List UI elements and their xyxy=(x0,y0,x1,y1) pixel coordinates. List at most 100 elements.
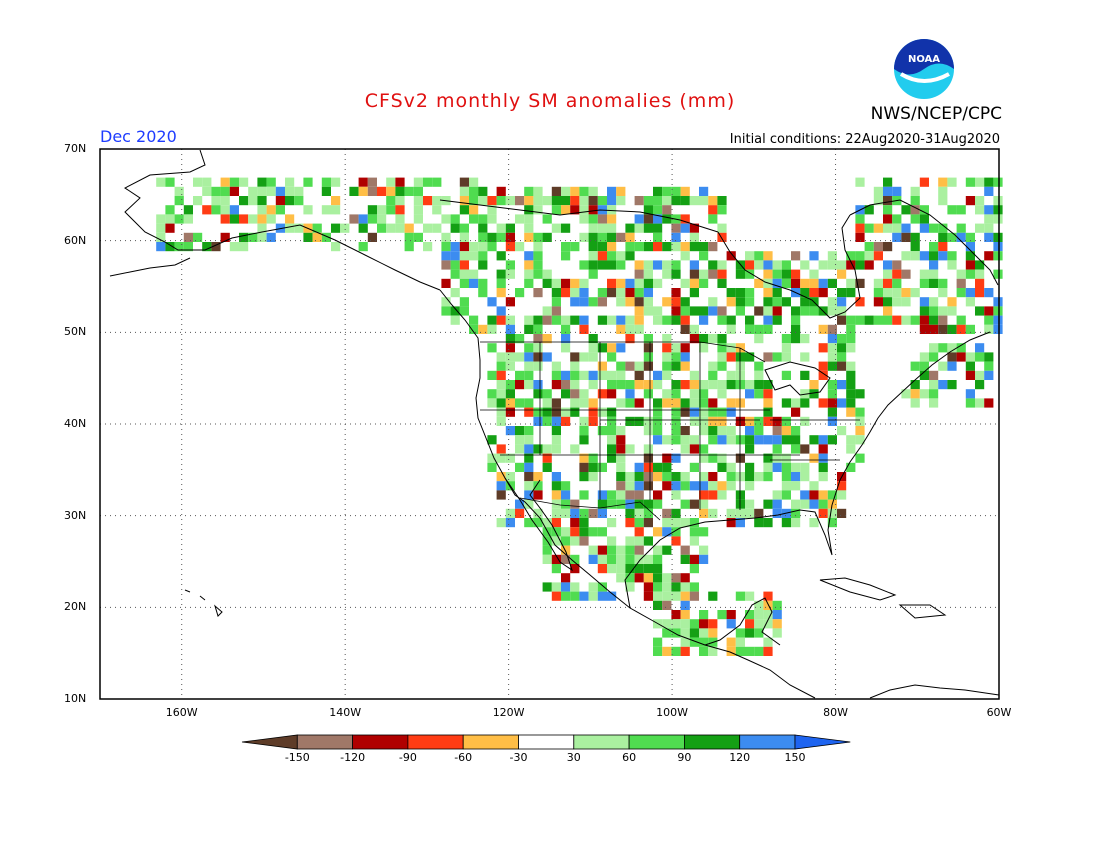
anomaly-cell xyxy=(763,352,773,362)
anomaly-cell xyxy=(717,610,727,620)
anomaly-cell xyxy=(607,205,617,215)
anomaly-cell xyxy=(708,490,718,500)
anomaly-cell xyxy=(699,416,709,426)
colorbar-tick-label: 120 xyxy=(729,751,751,764)
anomaly-cell xyxy=(533,269,543,279)
anomaly-cell xyxy=(800,416,810,426)
anomaly-cell xyxy=(570,554,580,564)
anomaly-cell xyxy=(561,315,571,325)
colorbar-tick-label: -60 xyxy=(454,751,473,764)
anomaly-cell xyxy=(551,472,561,482)
anomaly-cell xyxy=(404,232,414,242)
anomaly-cell xyxy=(662,186,672,196)
anomaly-cell xyxy=(202,177,212,187)
anomaly-cell xyxy=(735,288,745,298)
anomaly-cell xyxy=(625,324,635,334)
anomaly-cell xyxy=(662,573,672,583)
anomaly-cell xyxy=(689,324,699,334)
anomaly-cell xyxy=(745,481,755,491)
anomaly-cell xyxy=(671,242,681,252)
anomaly-cell xyxy=(625,573,635,583)
anomaly-cell xyxy=(616,499,626,509)
hudson-bay xyxy=(717,214,861,319)
anomaly-cell xyxy=(607,352,617,362)
anomaly-cell xyxy=(285,177,295,187)
anomaly-cell xyxy=(901,232,911,242)
anomaly-cell xyxy=(643,223,653,233)
anomaly-cell xyxy=(616,186,626,196)
anomaly-cell xyxy=(643,536,653,546)
anomaly-cell xyxy=(505,389,515,399)
anomaly-cell xyxy=(662,343,672,353)
anomaly-cell xyxy=(193,196,203,206)
anomaly-cell xyxy=(515,370,525,380)
anomaly-cell xyxy=(883,214,893,224)
anomaly-cell xyxy=(423,223,433,233)
south-america-coast xyxy=(869,684,1000,699)
anomaly-cell xyxy=(800,490,810,500)
anomaly-cell xyxy=(827,518,837,528)
anomaly-cell xyxy=(607,242,617,252)
anomaly-cell xyxy=(662,453,672,463)
anomaly-cell xyxy=(542,545,552,555)
anomaly-cell xyxy=(551,426,561,436)
anomaly-cell xyxy=(892,232,902,242)
baja-coast xyxy=(504,477,573,572)
anomaly-cell xyxy=(542,232,552,242)
anomaly-cell xyxy=(671,186,681,196)
anomaly-cell xyxy=(625,297,635,307)
anomaly-cell xyxy=(524,269,534,279)
anomaly-cell xyxy=(367,232,377,242)
anomaly-cell xyxy=(818,508,828,518)
anomaly-cell xyxy=(883,269,893,279)
anomaly-cell xyxy=(754,389,764,399)
anomaly-cell xyxy=(708,453,718,463)
anomaly-cell xyxy=(855,278,865,288)
anomaly-cell xyxy=(643,214,653,224)
anomaly-cell xyxy=(910,389,920,399)
anomaly-cell xyxy=(616,196,626,206)
anomaly-cell xyxy=(873,242,883,252)
anomaly-cell xyxy=(588,223,598,233)
anomaly-cell xyxy=(662,214,672,224)
anomaly-cell xyxy=(321,186,331,196)
anomaly-cell xyxy=(505,518,515,528)
anomaly-cell xyxy=(772,416,782,426)
anomaly-cell xyxy=(873,315,883,325)
anomaly-cell xyxy=(929,398,939,408)
anomaly-cell xyxy=(800,334,810,344)
anomaly-cell xyxy=(607,591,617,601)
anomaly-cell xyxy=(947,306,957,316)
anomaly-cell xyxy=(524,223,534,233)
anomaly-cell xyxy=(699,398,709,408)
anomaly-cell xyxy=(588,343,598,353)
anomaly-cell xyxy=(634,499,644,509)
anomaly-cell xyxy=(837,288,847,298)
anomaly-cell xyxy=(772,426,782,436)
anomaly-cell xyxy=(745,251,755,261)
anomaly-cell xyxy=(781,269,791,279)
anomaly-cell xyxy=(708,426,718,436)
anomaly-cell xyxy=(579,490,589,500)
anomaly-cell xyxy=(551,380,561,390)
anomaly-cell xyxy=(984,352,994,362)
anomaly-cell xyxy=(616,554,626,564)
anomaly-cell xyxy=(459,242,469,252)
anomaly-cell xyxy=(653,426,663,436)
hawaii xyxy=(184,589,223,617)
anomaly-cell xyxy=(551,444,561,454)
anomaly-cell xyxy=(745,444,755,454)
anomaly-cell xyxy=(699,508,709,518)
anomaly-cell xyxy=(533,416,543,426)
anomaly-cell xyxy=(708,306,718,316)
colorbar-tick-label: 150 xyxy=(784,751,806,764)
anomaly-cell xyxy=(827,352,837,362)
anomaly-cell xyxy=(699,453,709,463)
anomaly-cell xyxy=(984,232,994,242)
anomaly-cell xyxy=(671,260,681,270)
anomaly-cell xyxy=(883,297,893,307)
anomaly-cell xyxy=(892,260,902,270)
anomaly-cell xyxy=(791,472,801,482)
anomaly-cell xyxy=(607,196,617,206)
